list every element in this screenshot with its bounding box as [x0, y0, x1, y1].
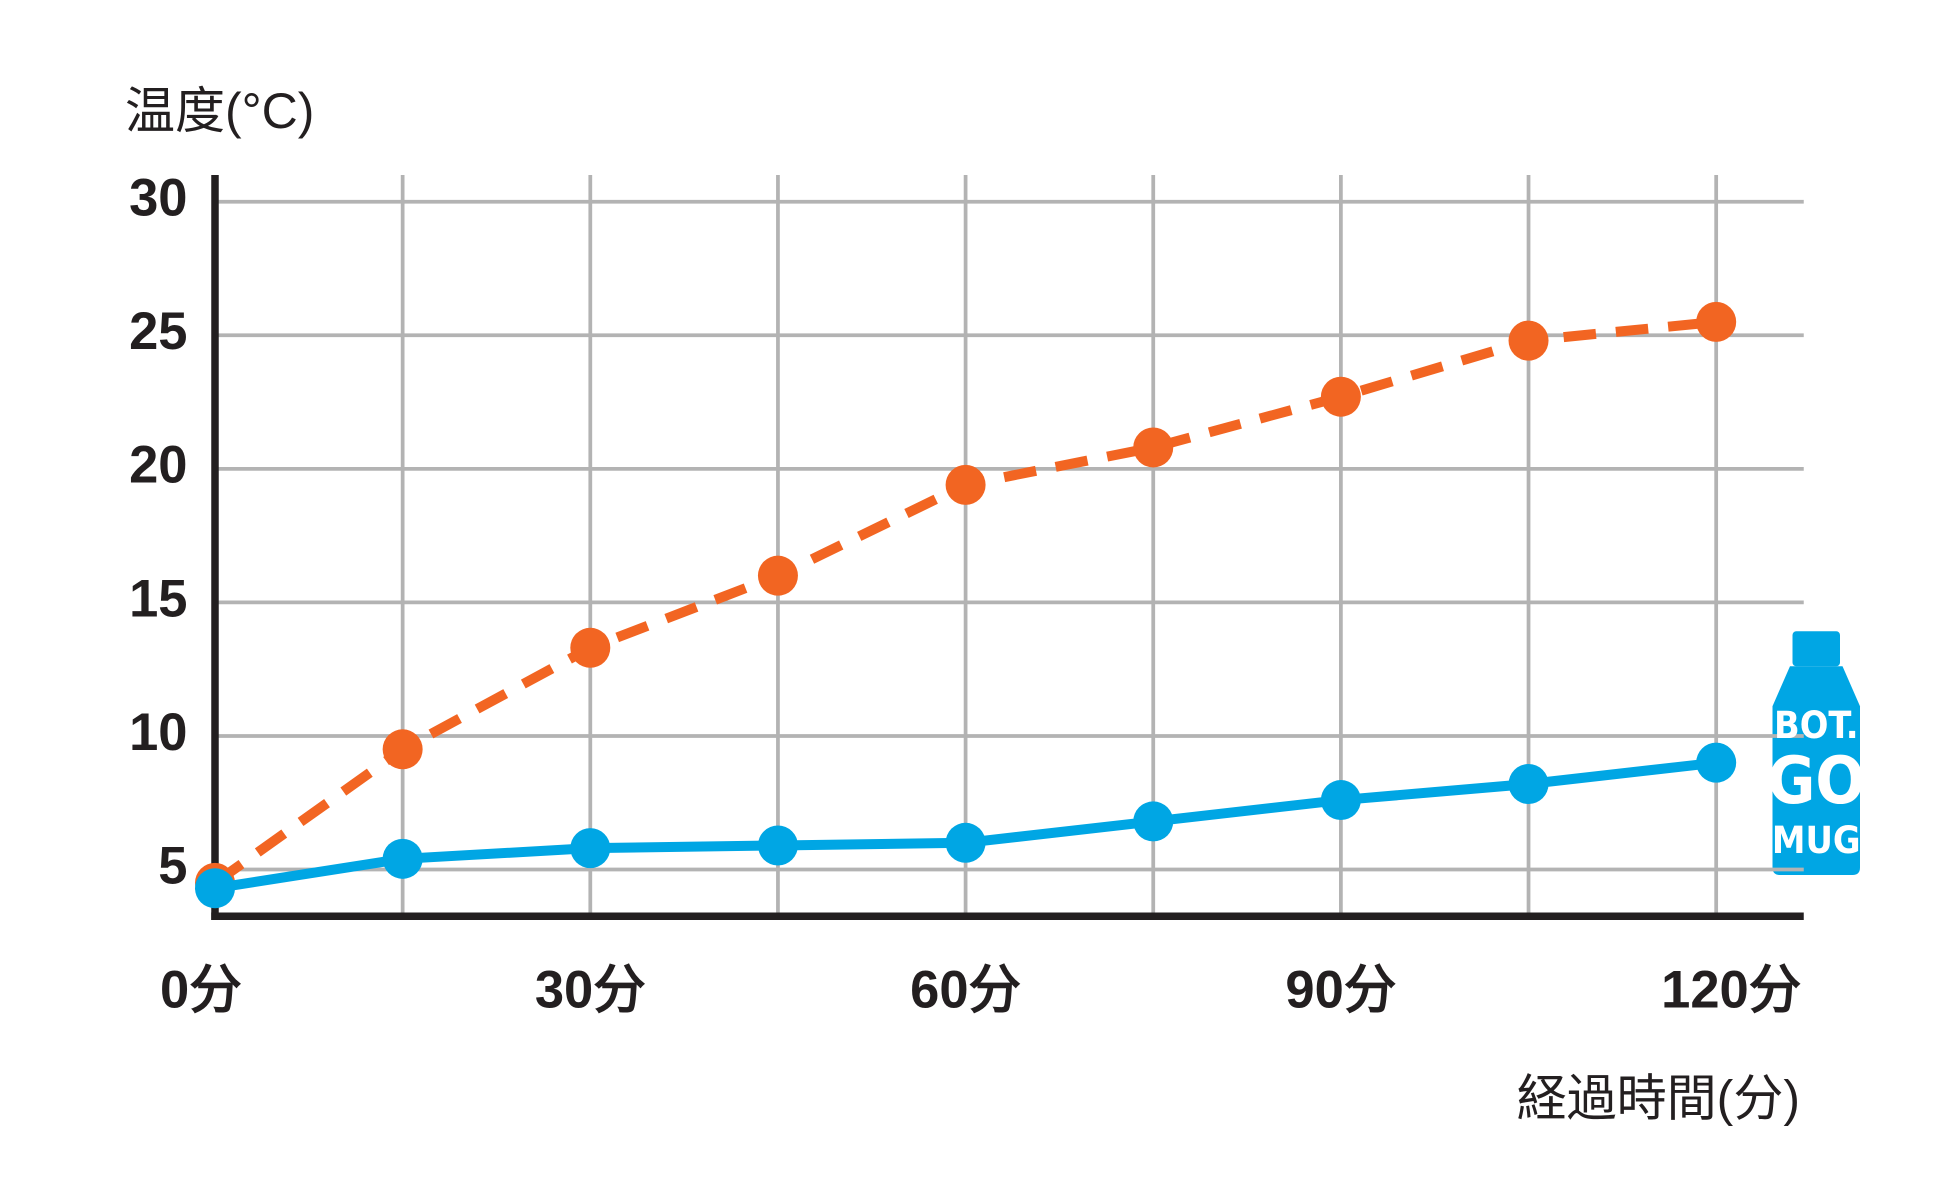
y-tick-label: 25 [129, 302, 187, 361]
x-axis-title: 経過時間(分) [1517, 1071, 1800, 1127]
bottle-body [1772, 666, 1860, 875]
logo-text: GO [1767, 744, 1865, 819]
data-point [945, 822, 986, 863]
x-tick-label: 60分 [910, 961, 1021, 1020]
data-point [1320, 376, 1361, 417]
data-point [195, 868, 235, 909]
data-point [1696, 301, 1737, 342]
data-point [382, 838, 423, 879]
data-point [1696, 742, 1737, 783]
x-tick-label: 90分 [1285, 961, 1396, 1020]
data-point [945, 464, 986, 505]
y-axis-title: 温度(°C) [125, 83, 314, 139]
y-tick-label: 10 [129, 703, 187, 762]
y-tick-label: 5 [158, 836, 187, 895]
data-point [1320, 780, 1361, 821]
x-tick-label: 30分 [535, 961, 646, 1020]
logo [1772, 631, 1860, 875]
x-tick-label: 0分 [160, 961, 242, 1020]
x-tick-label: 120分 [1661, 961, 1801, 1020]
bottle-cap [1792, 631, 1840, 667]
y-tick-label: 15 [129, 569, 187, 628]
data-point [757, 555, 798, 596]
data-point [570, 828, 611, 869]
data-point [757, 825, 798, 866]
logo-text: BOT. [1774, 703, 1859, 747]
y-tick-label: 20 [129, 436, 187, 495]
data-point [1508, 320, 1549, 361]
data-point [1508, 764, 1549, 805]
data-point [1133, 427, 1174, 468]
logo-text: MUG [1772, 818, 1861, 862]
data-point [570, 627, 611, 668]
y-tick-label: 30 [129, 169, 187, 228]
data-point [382, 729, 423, 770]
data-point [1133, 801, 1174, 842]
